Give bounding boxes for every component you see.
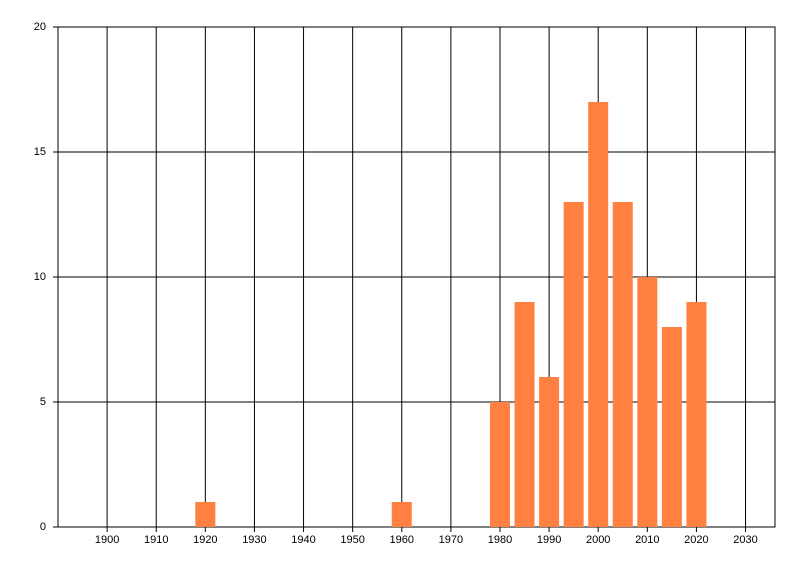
x-tick-label: 1900 xyxy=(95,534,119,546)
bar xyxy=(686,302,707,527)
x-tick-label: 1990 xyxy=(537,534,561,546)
x-tick-label: 2010 xyxy=(635,534,659,546)
y-tick-label: 5 xyxy=(40,396,46,408)
bar xyxy=(661,327,682,527)
bar xyxy=(391,502,412,527)
x-tick-label: 2030 xyxy=(733,534,757,546)
y-tick-label: 0 xyxy=(40,521,46,533)
y-tick-label: 20 xyxy=(34,21,46,33)
y-tick-label: 10 xyxy=(34,271,46,283)
x-tick-label: 1940 xyxy=(291,534,315,546)
bar xyxy=(489,402,510,527)
x-tick-label: 2020 xyxy=(684,534,708,546)
x-tick-label: 1980 xyxy=(488,534,512,546)
bar xyxy=(195,502,216,527)
bar xyxy=(588,102,609,527)
bar xyxy=(637,277,658,527)
bar xyxy=(563,202,584,527)
y-tick-label: 15 xyxy=(34,146,46,158)
bar xyxy=(539,377,560,527)
x-tick-label: 1930 xyxy=(242,534,266,546)
x-tick-label: 2000 xyxy=(586,534,610,546)
x-tick-label: 1950 xyxy=(340,534,364,546)
bar xyxy=(612,202,633,527)
x-tick-label: 1970 xyxy=(439,534,463,546)
x-tick-label: 1960 xyxy=(390,534,414,546)
bar xyxy=(514,302,535,527)
x-tick-label: 1920 xyxy=(193,534,217,546)
x-tick-label: 1910 xyxy=(144,534,168,546)
